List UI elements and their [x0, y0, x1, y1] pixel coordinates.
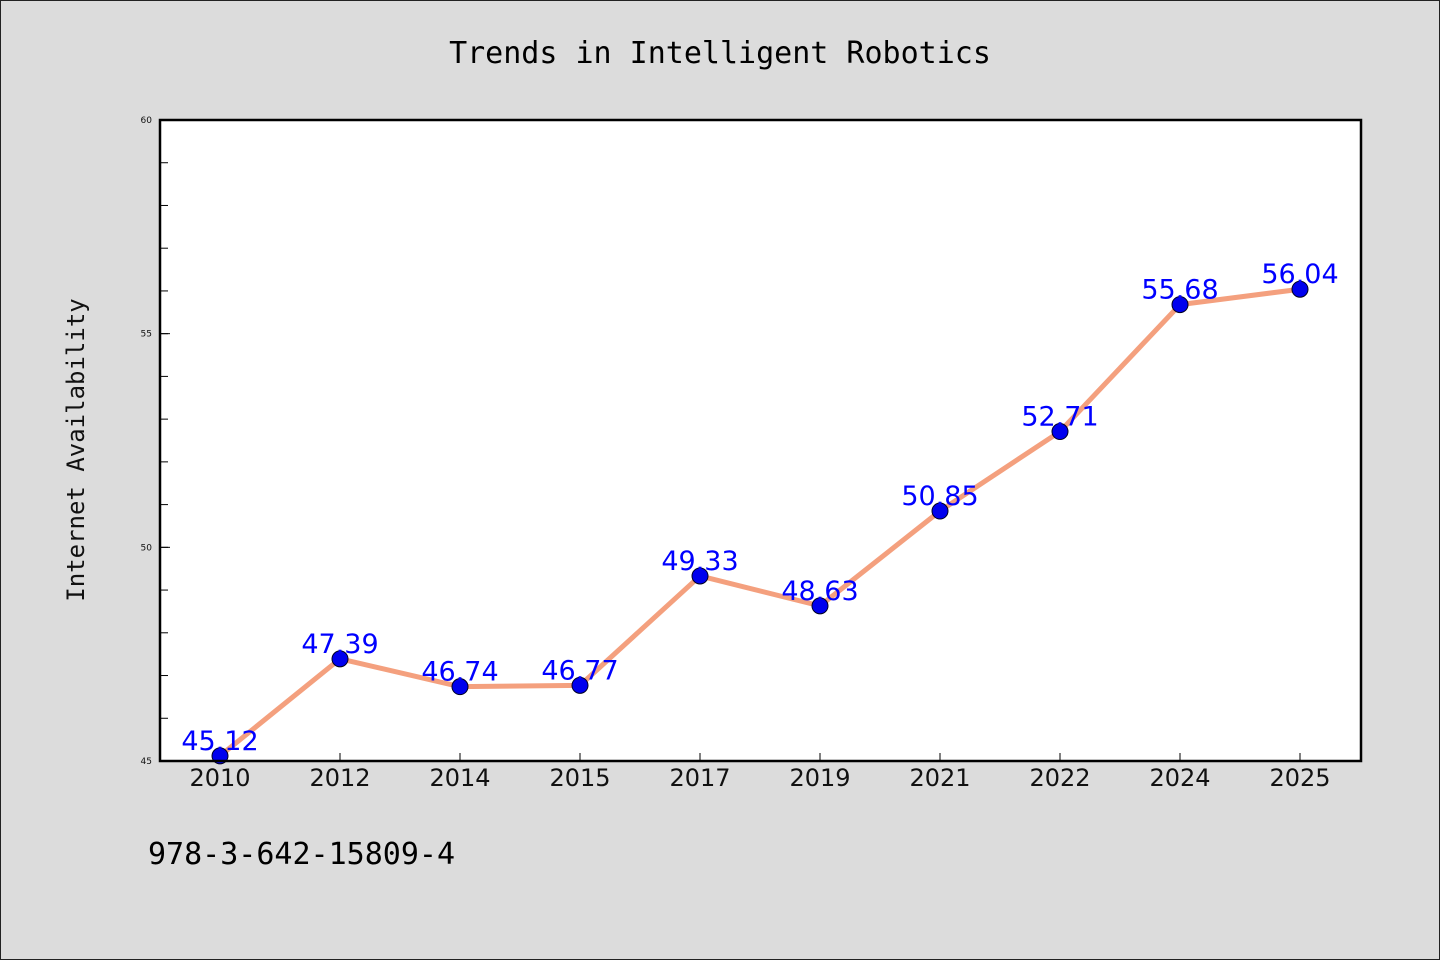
data-point-marker: [1291, 280, 1309, 298]
y-tick-label: 55: [141, 330, 152, 340]
plot-border: [158, 118, 1363, 763]
data-point-marker: [811, 597, 829, 615]
x-tick-label: 2014: [429, 764, 490, 792]
x-tick-label: 2015: [549, 764, 610, 792]
data-point-marker: [691, 567, 709, 585]
x-tick-label: 2019: [789, 764, 850, 792]
data-point-label: 49.33: [661, 546, 738, 577]
y-tick-label: 60: [141, 116, 153, 126]
x-tick-label: 2024: [1149, 764, 1210, 792]
x-axis-ticks: 2010 2012 2014 2015 2017 2019 2021 2022 2024 2025: [189, 753, 1331, 792]
data-point-label: 50.85: [901, 481, 978, 512]
data-point-label: 55.68: [1141, 275, 1218, 306]
chart-title: Trends in Intelligent Robotics: [449, 36, 991, 71]
data-point-label: 48.63: [781, 576, 858, 607]
data-point-marker: [571, 676, 589, 694]
data-point-marker: [931, 502, 949, 520]
data-point-label: 52.71: [1021, 402, 1098, 433]
x-tick-label: 2022: [1029, 764, 1090, 792]
data-point-label: 46.77: [541, 655, 618, 686]
data-point-label: 47.39: [301, 629, 378, 660]
data-point-label: 46.74: [421, 657, 498, 688]
data-point-marker: [331, 650, 349, 668]
data-point-label: 56.04: [1261, 259, 1338, 290]
x-tick-label: 2021: [909, 764, 970, 792]
data-labels-group: 45.12 47.39 46.74 46.77 49.33 48.63 50.85 52.71…: [181, 259, 1338, 757]
x-tick-label: 2017: [669, 764, 730, 792]
data-point-label: 45.12: [181, 726, 258, 757]
x-tick-label: 2012: [309, 764, 370, 792]
data-point-marker: [1051, 423, 1069, 441]
y-tick-label: 45: [141, 757, 152, 767]
y-tick-label: 50: [141, 543, 153, 553]
x-tick-label: 2010: [189, 764, 250, 792]
series-markers-group: [211, 280, 1309, 765]
y-axis-label: Internet Availability: [62, 298, 90, 601]
x-tick-label: 2025: [1269, 764, 1330, 792]
data-point-marker: [1171, 296, 1189, 314]
plot-area: [160, 120, 1361, 761]
series-line: [217, 286, 1303, 759]
series-line-group: [217, 286, 1303, 759]
footnote-isbn: 978-3-642-15809-4: [148, 837, 455, 872]
data-point-marker: [451, 678, 469, 696]
